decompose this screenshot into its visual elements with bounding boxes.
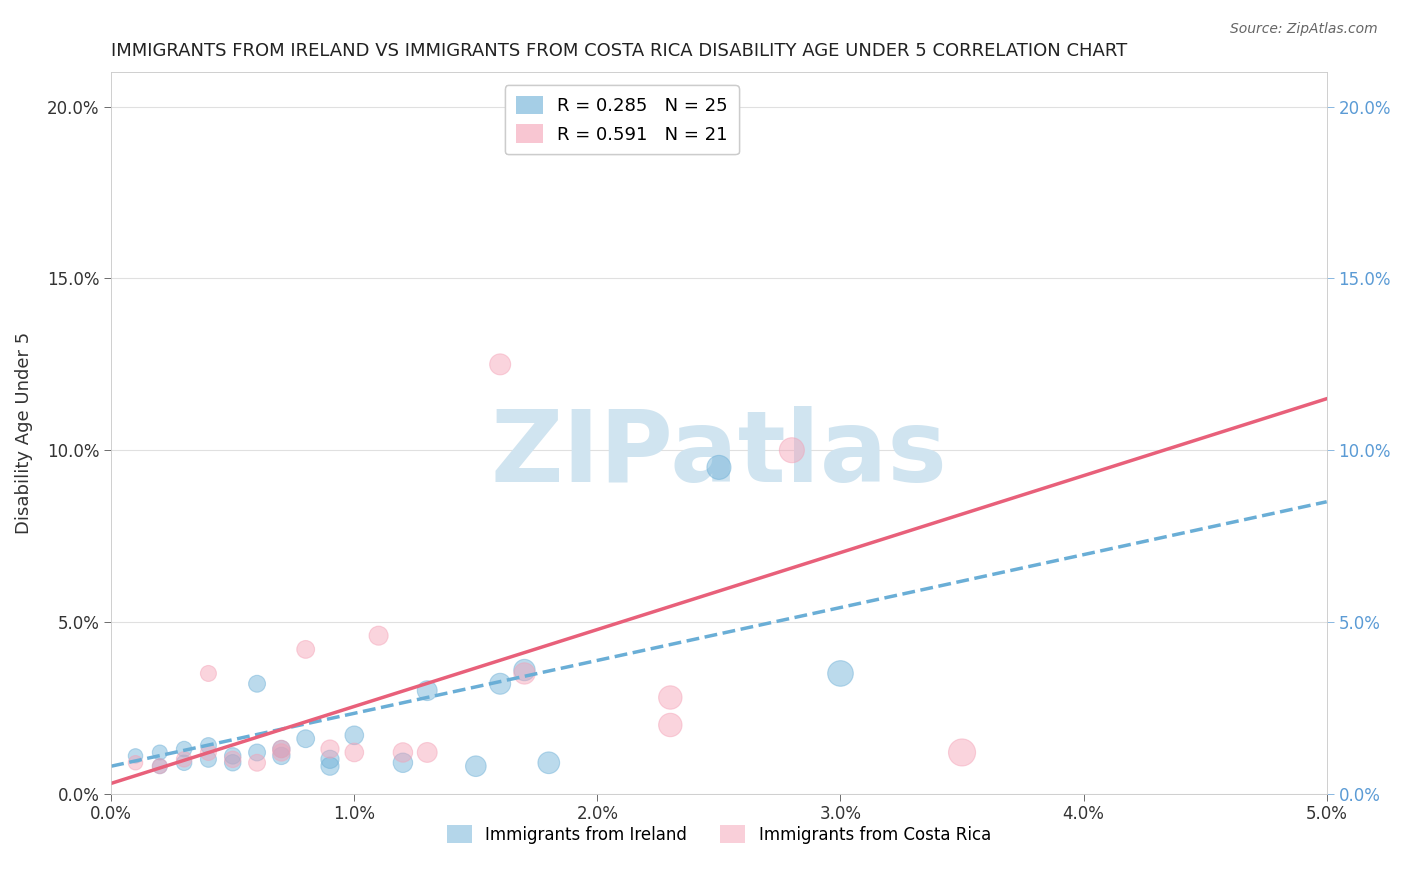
Point bbox=[197, 746, 219, 760]
Point bbox=[124, 748, 146, 763]
Point bbox=[319, 742, 342, 756]
Point bbox=[270, 748, 292, 763]
Point bbox=[246, 756, 269, 770]
Point bbox=[489, 357, 512, 371]
Point bbox=[367, 629, 389, 643]
Point bbox=[319, 752, 342, 766]
Point bbox=[416, 746, 439, 760]
Point bbox=[392, 756, 415, 770]
Point bbox=[149, 746, 172, 760]
Point bbox=[950, 746, 973, 760]
Point bbox=[464, 759, 486, 773]
Point bbox=[124, 756, 146, 770]
Legend: R = 0.285   N = 25, R = 0.591   N = 21: R = 0.285 N = 25, R = 0.591 N = 21 bbox=[505, 85, 738, 154]
Point bbox=[270, 742, 292, 756]
Point bbox=[173, 756, 195, 770]
Point bbox=[173, 752, 195, 766]
Point bbox=[173, 742, 195, 756]
Point bbox=[246, 677, 269, 691]
Point bbox=[343, 746, 366, 760]
Point bbox=[294, 642, 316, 657]
Point bbox=[780, 443, 803, 458]
Y-axis label: Disability Age Under 5: Disability Age Under 5 bbox=[15, 332, 32, 534]
Point bbox=[270, 746, 292, 760]
Point bbox=[222, 748, 245, 763]
Point bbox=[294, 731, 316, 746]
Point bbox=[489, 677, 512, 691]
Point bbox=[197, 666, 219, 681]
Point bbox=[343, 728, 366, 742]
Point bbox=[707, 460, 730, 475]
Point bbox=[830, 666, 852, 681]
Point bbox=[222, 752, 245, 766]
Point bbox=[416, 683, 439, 698]
Point bbox=[197, 739, 219, 753]
Text: IMMIGRANTS FROM IRELAND VS IMMIGRANTS FROM COSTA RICA DISABILITY AGE UNDER 5 COR: IMMIGRANTS FROM IRELAND VS IMMIGRANTS FR… bbox=[111, 42, 1128, 60]
Point bbox=[222, 756, 245, 770]
Point bbox=[197, 752, 219, 766]
Point bbox=[659, 690, 682, 705]
Point bbox=[270, 742, 292, 756]
Point bbox=[513, 666, 536, 681]
Point bbox=[149, 759, 172, 773]
Point bbox=[246, 746, 269, 760]
Point bbox=[392, 746, 415, 760]
Point bbox=[659, 718, 682, 732]
Point bbox=[537, 756, 560, 770]
Point bbox=[319, 759, 342, 773]
Text: Source: ZipAtlas.com: Source: ZipAtlas.com bbox=[1230, 22, 1378, 37]
Text: ZIPatlas: ZIPatlas bbox=[491, 406, 948, 503]
Point bbox=[149, 759, 172, 773]
Point bbox=[513, 663, 536, 677]
